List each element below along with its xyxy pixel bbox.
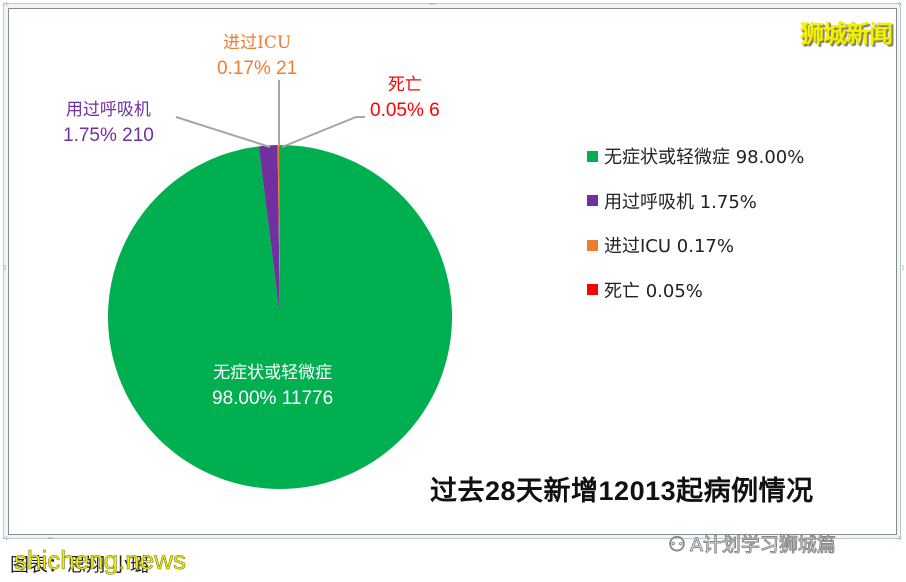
- data-label-mild-name: 无症状或轻微症: [213, 363, 333, 383]
- figure-caption: 图表：思翔 小璐: [10, 554, 150, 576]
- data-label-death-name: 死亡: [387, 75, 422, 95]
- resize-handle-bottom[interactable]: ····: [47, 534, 54, 543]
- data-label-ventilator-name: 用过呼吸机: [65, 100, 151, 120]
- wechat-icon: ⚇: [668, 531, 687, 556]
- legend-label: 死亡 0.05%: [604, 280, 703, 302]
- data-label-icu-value: 0.17% 21: [217, 58, 298, 79]
- legend-swatch-orange-icon: [587, 239, 598, 251]
- resize-handle-top-left[interactable]: ⁘: [3, 0, 10, 9]
- legend-label: 进过ICU 0.17%: [604, 236, 734, 258]
- legend-label: 用过呼吸机 1.75%: [604, 191, 757, 213]
- resize-handle-right[interactable]: ····: [898, 264, 906, 271]
- legend-item-ventilator[interactable]: 用过呼吸机 1.75%: [587, 179, 804, 224]
- data-label-ventilator: 用过呼吸机 1.75% 210: [63, 97, 154, 149]
- leader-line-ventilator: [175, 116, 271, 148]
- legend-item-death[interactable]: 死亡 0.05%: [587, 268, 804, 313]
- leader-line-death: [281, 116, 365, 148]
- chart-legend[interactable]: 无症状或轻微症 98.00% 用过呼吸机 1.75% 进过ICU 0.17% 死…: [587, 134, 804, 312]
- data-label-ventilator-value: 1.75% 210: [63, 125, 154, 146]
- legend-swatch-green-icon: [587, 150, 598, 162]
- pie-slice-ventilator[interactable]: [258, 145, 280, 317]
- data-label-death: 死亡 0.05% 6: [370, 72, 440, 124]
- resize-handle-left[interactable]: ····: [0, 264, 9, 271]
- data-label-mild-value: 98.00% 11776: [212, 388, 334, 409]
- chart-title[interactable]: 过去28天新增12013起病例情况: [430, 476, 814, 506]
- pie-slices: [107, 144, 452, 489]
- leader-lines: [175, 80, 365, 148]
- data-label-icu-name: 进过ICU: [223, 33, 292, 53]
- pie-slice-death[interactable]: [279, 144, 280, 317]
- resize-handle-top-right[interactable]: ⁘: [896, 0, 903, 9]
- legend-label: 无症状或轻微症 98.00%: [604, 147, 805, 169]
- wechat-watermark: ⚇ A计划学习狮城篇: [668, 530, 837, 557]
- legend-item-mild[interactable]: 无症状或轻微症 98.00%: [587, 134, 804, 179]
- resize-handle-bottom-left[interactable]: ⁘: [3, 534, 10, 543]
- resize-handle-top[interactable]: ····: [429, 0, 436, 9]
- pie-slice-icu[interactable]: [277, 145, 280, 317]
- site-watermark: shicheng.news: [14, 545, 187, 576]
- resize-handle-bottom-right[interactable]: ⁘: [896, 534, 903, 543]
- legend-item-icu[interactable]: 进过ICU 0.17%: [587, 223, 804, 268]
- data-label-death-value: 0.05% 6: [370, 100, 440, 121]
- data-label-mild: 无症状或轻微症 98.00% 11776: [212, 360, 333, 412]
- pie-slice-mild[interactable]: [107, 145, 452, 489]
- brand-watermark: 狮城新闻: [800, 20, 893, 48]
- wechat-watermark-text: A计划学习狮城篇: [689, 534, 836, 557]
- data-label-icu: 进过ICU 0.17% 21: [217, 30, 297, 82]
- legend-swatch-purple-icon: [587, 195, 598, 207]
- legend-swatch-red-icon: [587, 284, 598, 296]
